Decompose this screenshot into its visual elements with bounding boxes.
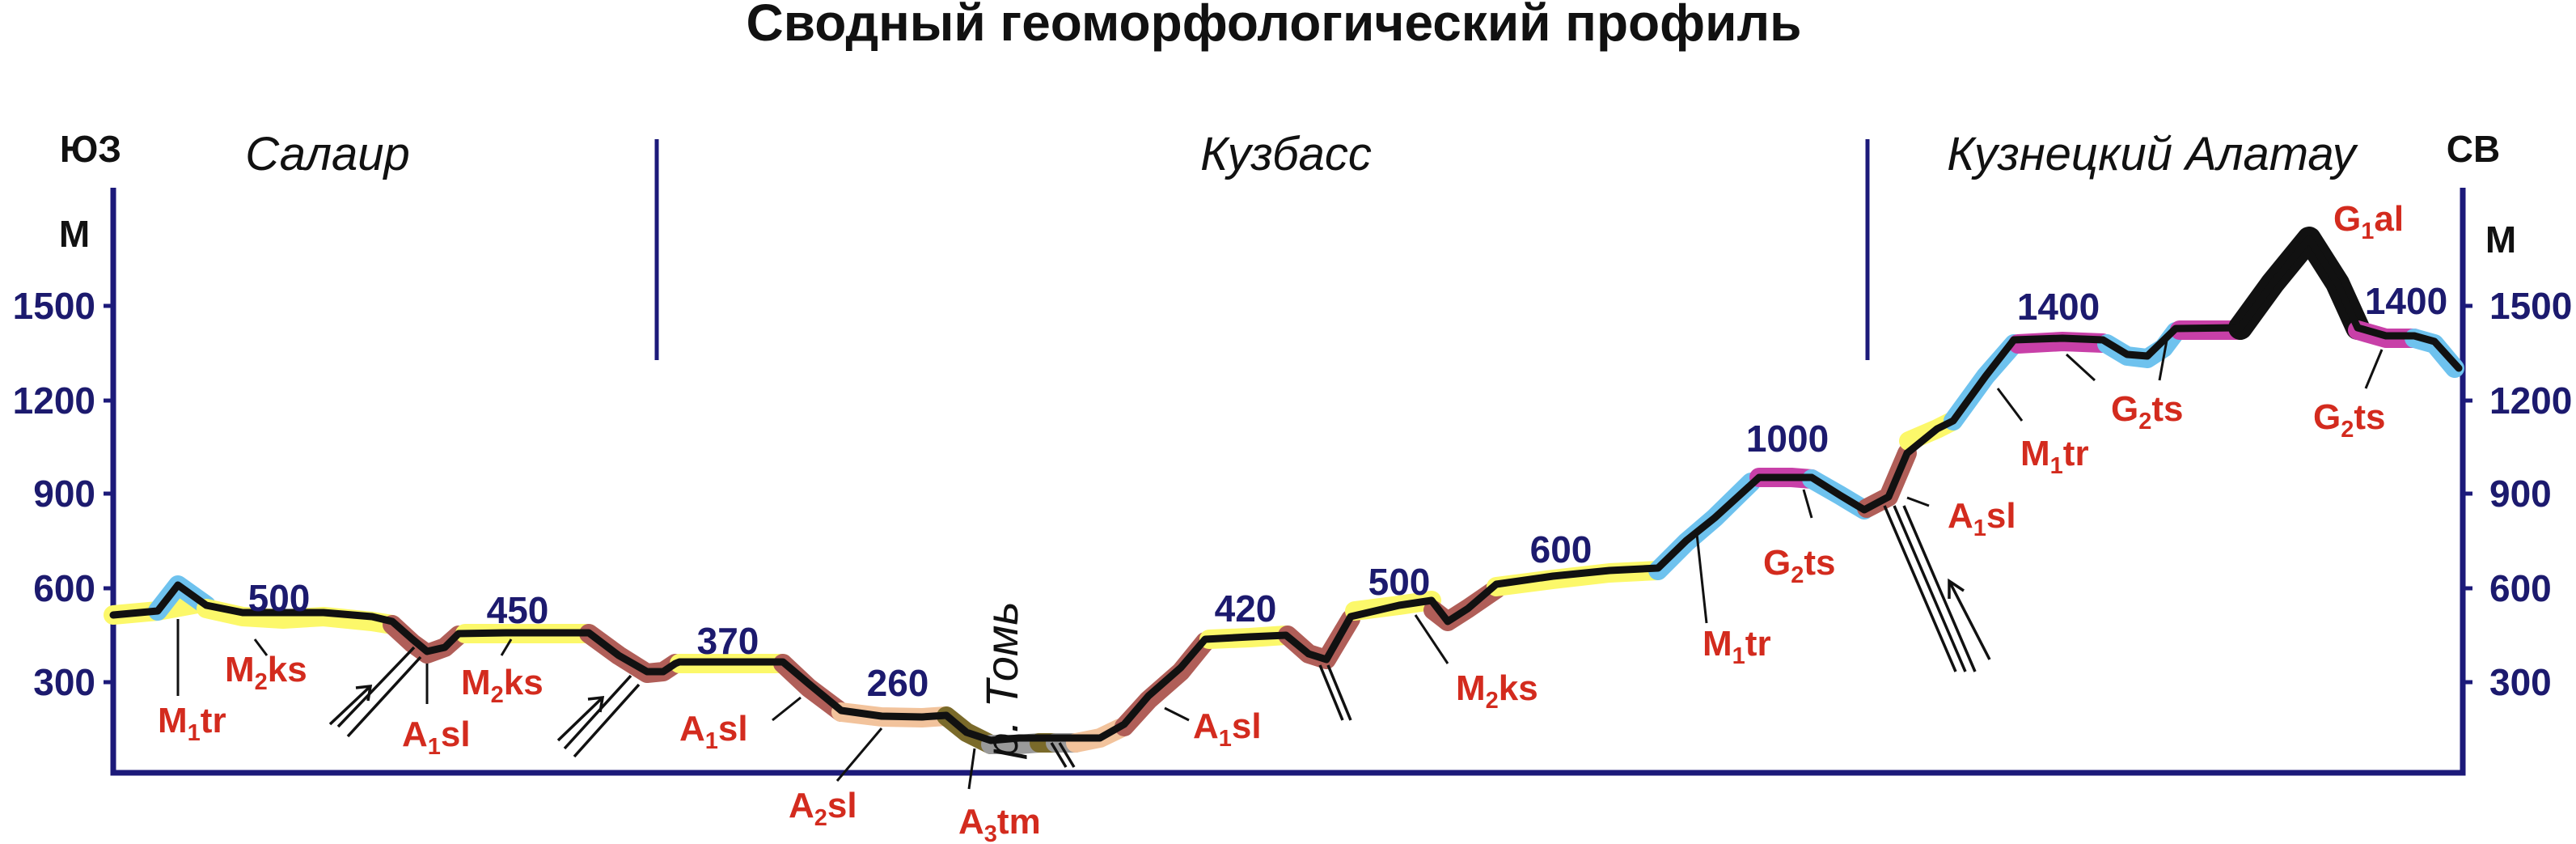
- fault-line-alatau-3: [1902, 505, 1977, 672]
- leader-m2ks-2: [500, 638, 513, 656]
- leader-m1tr-3: [1996, 388, 2024, 422]
- elev-label-kuzbass-500: 500: [1368, 561, 1431, 603]
- surface-label-a1sl-2: A1sl: [679, 709, 748, 754]
- surface-label-m1tr-2: M1tr: [1703, 624, 1771, 669]
- river-label: р. Томь: [976, 601, 1027, 760]
- elevation-labels: 500 450 370 260 420 500 600 1000 1400 14…: [248, 280, 2448, 704]
- direction-sw: ЮЗ: [60, 128, 121, 170]
- region-kuznetsk-alatau: Кузнецкий Алатау: [1947, 128, 2358, 180]
- fault-line-alatau-2: [1893, 505, 1967, 672]
- fault-lines: [328, 505, 1991, 768]
- elev-label-420: 420: [1215, 587, 1277, 630]
- fault-line-salair-1: [336, 646, 416, 728]
- surface-label-a3tm: A3tm: [958, 802, 1041, 844]
- leader-a1sl-4: [1906, 496, 1930, 507]
- fault-arrow-alatau: [1948, 580, 1991, 660]
- leader-g2ts-2b: [2158, 335, 2169, 381]
- fault-line-alatau-1: [1883, 505, 1957, 672]
- unit-label-left: М: [59, 213, 90, 255]
- surface-m2ks-salair-2: [197, 599, 402, 634]
- leader-g2ts-1: [1802, 489, 1813, 519]
- elev-label-260: 260: [867, 662, 929, 704]
- elev-label-1000: 1000: [1746, 418, 1829, 460]
- direction-ne: СВ: [2447, 128, 2500, 170]
- surface-label-m2ks-1: M2ks: [225, 650, 307, 695]
- right-tick-label-300: 300: [2489, 661, 2552, 703]
- fault-line-river-1: [1050, 742, 1068, 768]
- surface-label-a1sl-4: A1sl: [1948, 496, 2016, 541]
- elev-label-salair-370: 370: [697, 620, 759, 662]
- region-salair: Салаир: [245, 128, 410, 180]
- surface-label-a1sl-3: A1sl: [1193, 706, 1262, 752]
- profile-frame: [110, 188, 2466, 776]
- surface-label-g2ts-1: G2ts: [1763, 543, 1836, 588]
- leader-m2ks-1: [253, 638, 269, 656]
- fault-line-salair-3: [563, 674, 632, 750]
- fault-arrow-salair-1: [328, 685, 372, 726]
- surface-label-g1al: G1al: [2333, 199, 2404, 244]
- left-tick-label-1200: 1200: [13, 380, 95, 422]
- right-tick-label-1200: 1200: [2489, 380, 2572, 422]
- surface-label-m1tr-3: M1tr: [2020, 434, 2089, 479]
- surface-label-a2sl: A2sl: [789, 786, 857, 831]
- region-kuzbass: Кузбасс: [1200, 128, 1372, 180]
- left-tick-label-1500: 1500: [13, 285, 95, 327]
- fault-arrowhead-alatau: [1948, 578, 1965, 599]
- leader-a1sl-2: [772, 696, 802, 722]
- leader-g2ts-2: [2065, 353, 2096, 382]
- fault-line-kuzbass-2: [1326, 664, 1352, 721]
- leader-a2sl: [835, 727, 883, 782]
- surface-label-a1sl-1: A1sl: [402, 715, 471, 760]
- fault-line-river-2: [1058, 742, 1076, 768]
- fault-line-salair-4: [573, 683, 641, 758]
- leader-a1sl-3: [1164, 706, 1190, 722]
- left-tick-label-900: 900: [33, 473, 95, 515]
- elev-label-salair-500: 500: [248, 577, 311, 619]
- unit-label-right: М: [2485, 218, 2516, 261]
- leader-g2ts-3: [2364, 349, 2384, 389]
- left-axis: 1500 1200 900 600 300: [13, 285, 113, 703]
- right-axis: 1500 1200 900 600 300: [2463, 285, 2572, 703]
- leader-m2ks-3: [1414, 614, 1449, 664]
- elev-label-1400-right: 1400: [2365, 280, 2447, 322]
- leader-a3tm: [967, 748, 976, 790]
- surface-label-m1tr-1: M1tr: [158, 701, 226, 746]
- fault-line-salair-2: [346, 655, 422, 738]
- fault-arrowhead-salair-2: [587, 696, 605, 713]
- fault-line-kuzbass-1: [1318, 664, 1344, 721]
- surface-label-m2ks-2: M2ks: [461, 663, 544, 708]
- surface-label-m2ks-3: M2ks: [1456, 668, 1538, 714]
- profile-line: [109, 235, 2463, 744]
- fault-arrowhead-salair-1: [355, 685, 373, 702]
- leader-m1tr-2: [1695, 533, 1708, 624]
- elev-label-1400-left: 1400: [2017, 286, 2100, 328]
- right-tick-label-1500: 1500: [2489, 285, 2572, 327]
- left-tick-label-600: 600: [33, 567, 95, 609]
- surface-label-g2ts-2: G2ts: [2111, 389, 2184, 435]
- elev-label-salair-450: 450: [487, 589, 549, 631]
- diagram-title: Сводный геоморфологический профиль: [747, 0, 1802, 52]
- surface-label-g2ts-3: G2ts: [2313, 397, 2386, 443]
- right-tick-label-600: 600: [2489, 567, 2552, 609]
- elev-label-600: 600: [1530, 528, 1593, 570]
- left-tick-label-300: 300: [33, 661, 95, 703]
- fault-arrow-salair-2: [556, 696, 604, 742]
- leader-lines: [176, 335, 2384, 790]
- right-tick-label-900: 900: [2489, 473, 2552, 515]
- surface-labels: M1tr M2ks A1sl M2ks A1sl A2sl A3tm A1sl M2ks M1tr…: [158, 199, 2404, 844]
